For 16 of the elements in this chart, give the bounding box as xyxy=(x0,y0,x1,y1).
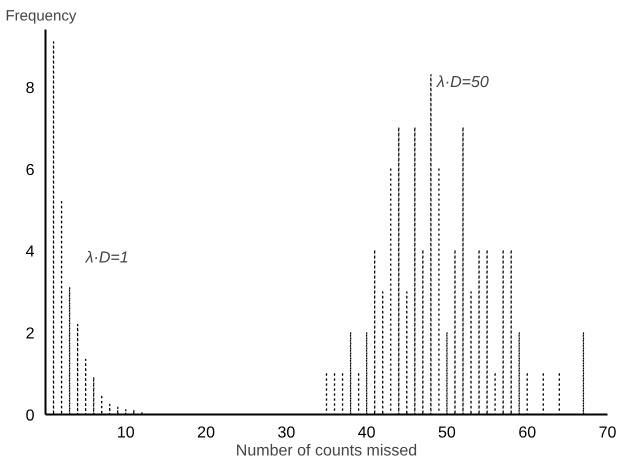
annotation: λ·D=1 xyxy=(84,249,129,266)
y-tick-label: 6 xyxy=(26,162,35,179)
x-tick-label: 10 xyxy=(116,424,135,442)
y-tick-label: 0 xyxy=(26,408,35,424)
x-tick-label: 20 xyxy=(197,424,216,442)
x-tick-label: 40 xyxy=(358,424,376,442)
y-tick-label: 4 xyxy=(26,244,35,261)
x-tick-label: 70 xyxy=(598,424,616,442)
x-tick-label: 30 xyxy=(277,424,296,442)
y-tick-label: 2 xyxy=(26,326,35,343)
x-tick-label: 60 xyxy=(518,424,536,442)
x-tick-label: 50 xyxy=(438,424,456,442)
x-axis-title: Number of counts missed xyxy=(236,442,418,460)
annotation: λ·D=50 xyxy=(436,74,489,92)
y-tick-label: 8 xyxy=(26,80,35,97)
y-axis-title: Frequency xyxy=(6,8,77,24)
